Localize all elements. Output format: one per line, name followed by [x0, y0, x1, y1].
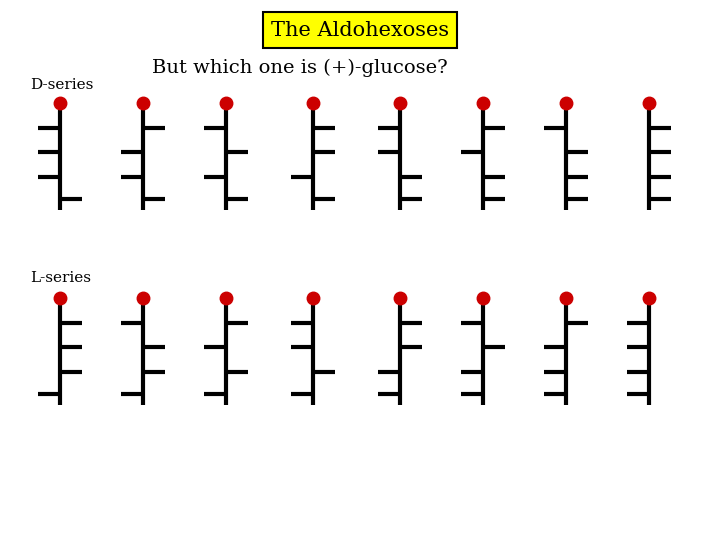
Text: But which one is (+)-glucose?: But which one is (+)-glucose? [152, 59, 448, 77]
Text: L-series: L-series [30, 271, 91, 285]
Text: D-series: D-series [30, 78, 94, 92]
Text: The Aldohexoses: The Aldohexoses [271, 21, 449, 39]
